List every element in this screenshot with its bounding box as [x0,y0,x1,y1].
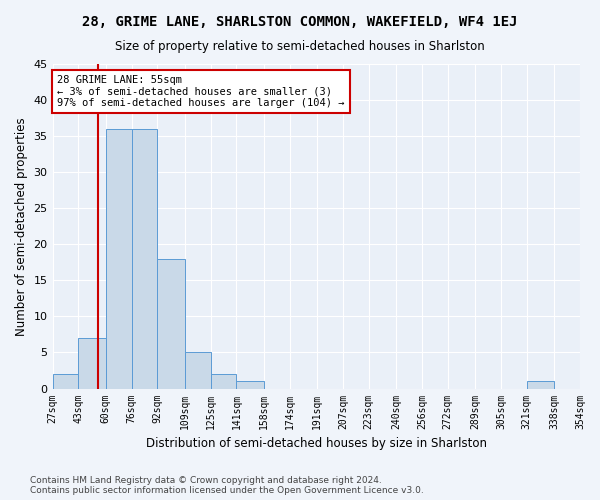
Text: Size of property relative to semi-detached houses in Sharlston: Size of property relative to semi-detach… [115,40,485,53]
Bar [106,129,131,388]
Bar [527,382,554,388]
Bar [236,382,264,388]
Bar [211,374,236,388]
Bar [53,374,79,388]
Y-axis label: Number of semi-detached properties: Number of semi-detached properties [15,117,28,336]
X-axis label: Distribution of semi-detached houses by size in Sharlston: Distribution of semi-detached houses by … [146,437,487,450]
Bar [157,258,185,388]
Bar [79,338,106,388]
Text: Contains HM Land Registry data © Crown copyright and database right 2024.
Contai: Contains HM Land Registry data © Crown c… [30,476,424,495]
Text: 28 GRIME LANE: 55sqm
← 3% of semi-detached houses are smaller (3)
97% of semi-de: 28 GRIME LANE: 55sqm ← 3% of semi-detach… [58,75,345,108]
Bar [131,129,157,388]
Bar [185,352,211,388]
Text: 28, GRIME LANE, SHARLSTON COMMON, WAKEFIELD, WF4 1EJ: 28, GRIME LANE, SHARLSTON COMMON, WAKEFI… [82,15,518,29]
